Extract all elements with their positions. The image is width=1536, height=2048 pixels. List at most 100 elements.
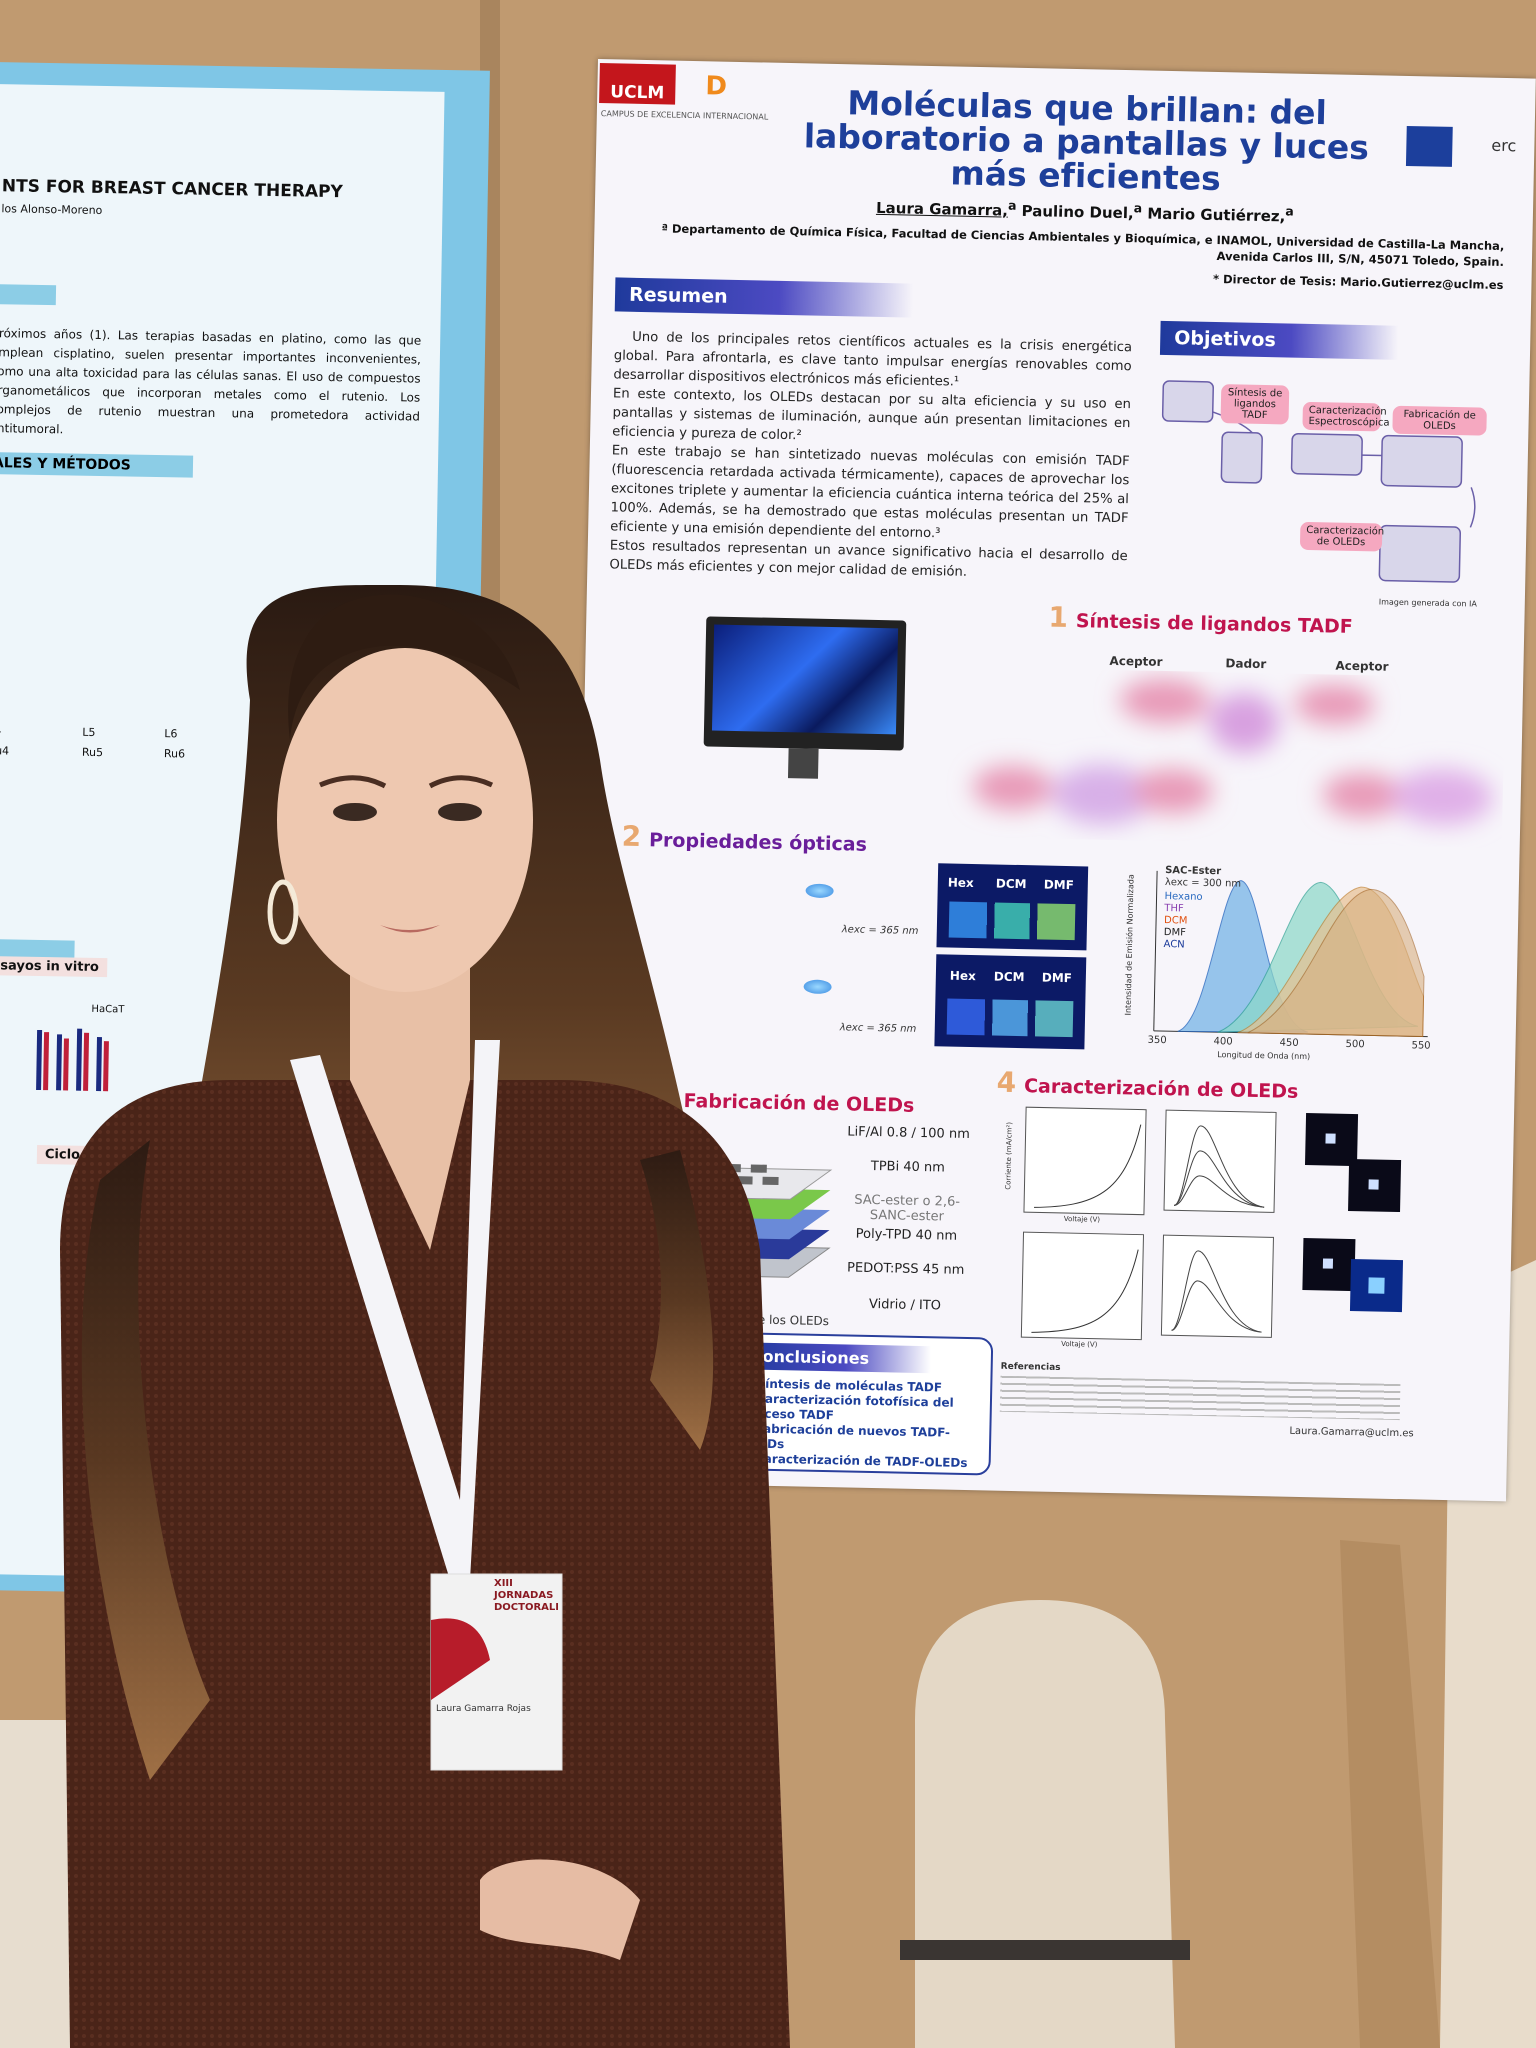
shape xyxy=(36,1029,43,1091)
monitor-screen xyxy=(711,624,899,735)
section-heading: Conclusiones xyxy=(740,1342,932,1374)
x-tick-label: 550 xyxy=(1411,1040,1431,1052)
shape xyxy=(710,1175,727,1184)
layer-label: TPBi 40 nm xyxy=(870,1158,946,1176)
erc-logo: erc xyxy=(1491,135,1517,156)
shape xyxy=(1171,1250,1262,1333)
shape xyxy=(1322,1258,1334,1269)
arch-opening xyxy=(915,1600,1175,2048)
monitor xyxy=(703,616,917,790)
shape xyxy=(96,1037,102,1092)
lamp xyxy=(803,979,832,995)
shape xyxy=(1173,1125,1265,1208)
complex: Ru5 xyxy=(81,745,104,760)
x-axis-label: Longitud de Onda (nm) xyxy=(1217,1050,1311,1062)
shape xyxy=(1220,431,1263,484)
x-tick-label: 400 xyxy=(1213,1036,1233,1048)
layer-label: PEDOT:PSS 45 nm xyxy=(846,1260,965,1278)
shape xyxy=(43,1032,109,1092)
oled-stack xyxy=(677,1163,833,1278)
section-title: Fabricación de OLEDs xyxy=(683,1090,915,1117)
shape xyxy=(1173,1175,1265,1208)
shape xyxy=(63,1038,69,1091)
section-number: 1 xyxy=(1048,600,1069,634)
shape xyxy=(1302,1113,1404,1313)
shape xyxy=(1294,684,1375,725)
x-tick-label: 350 xyxy=(1147,1034,1167,1047)
shape xyxy=(1161,380,1214,423)
objetivos-diagram: Síntesis de ligandos TADF Caracterizació… xyxy=(1149,371,1487,609)
legend-entry: Hexano xyxy=(1164,891,1203,903)
shape xyxy=(1023,1106,1147,1216)
shape xyxy=(1290,432,1363,476)
conclusion-text: Caracterización fotofísica del proceso T… xyxy=(741,1391,954,1423)
ligand: L6 xyxy=(164,727,178,741)
author: Laura Gamarra, xyxy=(875,198,1009,220)
shape xyxy=(1368,1277,1385,1294)
glow xyxy=(946,998,1074,1038)
left-poster: NTS FOR BREAST CANCER THERAPY los Alonso… xyxy=(0,62,490,1599)
glow xyxy=(948,901,1076,941)
vial-photo: Hex DCM DMF xyxy=(936,863,1089,951)
author-mark: a xyxy=(1285,203,1294,219)
solvent: DMF xyxy=(1041,970,1073,986)
legend-entry: DMF xyxy=(1163,927,1187,939)
shape xyxy=(972,765,1053,810)
x-tick-label: 450 xyxy=(1279,1037,1299,1049)
layer-label: LiF/Al 0.8 / 100 nm xyxy=(847,1124,970,1143)
excitation: λexc = 365 nm xyxy=(841,924,919,937)
author: Mario Gutiérrez, xyxy=(1147,204,1286,226)
conclusions-box: Conclusiones ✓ Síntesis de moléculas TAD… xyxy=(728,1332,994,1476)
solvent: Hex xyxy=(949,968,976,984)
resumen-text: Uno de los principales retos científicos… xyxy=(609,327,1132,585)
shape xyxy=(36,1028,102,1092)
shape xyxy=(103,1041,109,1092)
shape xyxy=(76,1028,83,1091)
rail xyxy=(900,1940,1190,1960)
shape xyxy=(1119,678,1210,724)
shape xyxy=(1034,1124,1142,1208)
shape xyxy=(736,1176,753,1185)
excitation: λexc = 365 nm xyxy=(839,1022,917,1035)
section-number: 3 xyxy=(655,1080,677,1114)
bar-plot xyxy=(36,1028,109,1092)
layer-label: Poly-TPD 40 nm xyxy=(855,1226,958,1244)
x-axis-label: Voltaje (V) xyxy=(1061,1339,1098,1349)
shape xyxy=(1378,524,1462,583)
solvent: DMF xyxy=(1043,877,1075,893)
shape xyxy=(1052,764,1153,825)
shape xyxy=(83,1032,90,1091)
section-heading: Objetivos xyxy=(1159,320,1399,360)
cardboard-flap xyxy=(1340,1540,1440,2048)
section-heading: Resumen xyxy=(614,277,914,318)
label: Aceptor xyxy=(1335,658,1389,674)
shape xyxy=(1163,1109,1277,1213)
shape xyxy=(1161,380,1463,583)
authors: Laura Gamarra,a Paulino Duel,a Mario Gut… xyxy=(815,194,1355,227)
complex: Ru6 xyxy=(163,747,186,761)
ligand: L5 xyxy=(82,725,96,739)
author: Paulino Duel, xyxy=(1021,201,1134,223)
email: Laura.Gamarra@uclm.es xyxy=(1289,1425,1414,1440)
shape xyxy=(1160,1234,1274,1338)
section-title: Síntesis de ligandos TADF xyxy=(1075,610,1354,638)
section-heading: 1 Síntesis de ligandos TADF xyxy=(1048,601,1353,640)
shape xyxy=(1209,692,1280,753)
section-heading: 3 Fabricación de OLEDs xyxy=(656,1080,915,1118)
curve xyxy=(1247,888,1425,1037)
emission-chart: SAC-Ester λexc = 300 nm Hexano THF DCM D… xyxy=(1117,860,1451,1067)
shape xyxy=(1031,1249,1139,1333)
shape xyxy=(1322,1133,1385,1294)
author-mark: a xyxy=(1007,197,1017,213)
chart-compound: SAC-Ester xyxy=(1165,865,1222,878)
section-heading: Ensayos in vitro xyxy=(0,955,108,978)
shape xyxy=(750,1164,767,1173)
shape xyxy=(1020,1231,1145,1341)
objective: Síntesis de ligandos TADF xyxy=(1220,384,1290,425)
main-poster: UCLM CAMPUS DE EXCELENCIA INTERNACIONAL … xyxy=(568,59,1536,1502)
shape xyxy=(1325,1133,1336,1144)
oled-plots: Voltaje (V) Voltaje (V) Corriente (mA/cm… xyxy=(1001,1102,1426,1361)
authors: los Alonso-Moreno xyxy=(1,202,103,217)
title: NTS FOR BREAST CANCER THERAPY xyxy=(1,176,344,203)
section-heading: ALES Y MÉTODOS xyxy=(0,451,194,478)
